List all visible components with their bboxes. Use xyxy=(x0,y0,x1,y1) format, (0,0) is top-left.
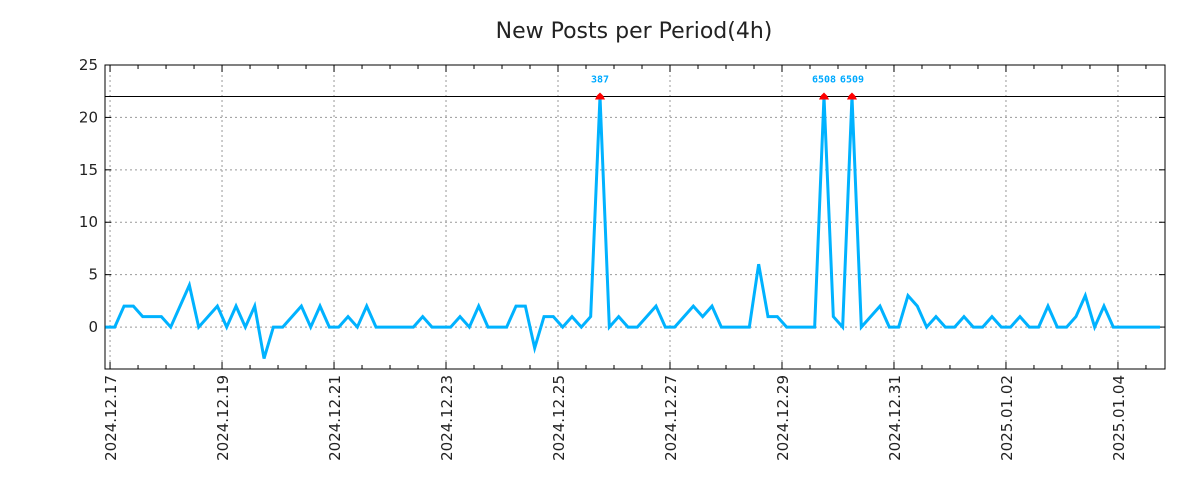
x-tick-label: 2024.12.23 xyxy=(438,375,456,461)
x-tick-label: 2024.12.29 xyxy=(774,375,792,461)
y-tick-label: 5 xyxy=(88,266,98,284)
series xyxy=(105,96,1160,359)
x-tick-label: 2025.01.02 xyxy=(998,375,1016,461)
annotation-label: 6509 xyxy=(840,74,864,85)
x-tick-label: 2024.12.17 xyxy=(102,375,120,461)
annotation-label: 6508 xyxy=(812,74,836,85)
annotations: 387 6508 6509 xyxy=(591,74,864,100)
y-tick-label: 15 xyxy=(79,161,98,179)
x-tick-label: 2025.01.04 xyxy=(1110,375,1128,461)
y-tick-label: 0 xyxy=(88,318,98,336)
x-tick-label: 2024.12.21 xyxy=(326,375,344,461)
clip-marker-triangle xyxy=(818,92,829,100)
plot-frame xyxy=(104,64,1166,370)
axes: 0 5 10 15 20 25 2024.12.17 2024.12.19 2024.12.21… xyxy=(79,56,1166,461)
y-tick-label: 20 xyxy=(79,108,98,126)
y-tick-label: 25 xyxy=(79,56,98,74)
chart-title: New Posts per Period(4h) xyxy=(496,19,773,44)
x-tick-label: 2024.12.31 xyxy=(886,375,904,461)
x-tick-label: 2024.12.25 xyxy=(550,375,568,461)
grid xyxy=(105,64,1165,369)
x-tick-label: 2024.12.19 xyxy=(214,375,232,461)
series-line-posts xyxy=(105,96,1160,359)
clip-marker-triangle xyxy=(595,92,606,100)
clip-marker-triangle xyxy=(846,92,857,100)
annotation-label: 387 xyxy=(591,74,609,85)
y-tick-label: 10 xyxy=(79,213,98,231)
x-tick-label: 2024.12.27 xyxy=(662,375,680,461)
